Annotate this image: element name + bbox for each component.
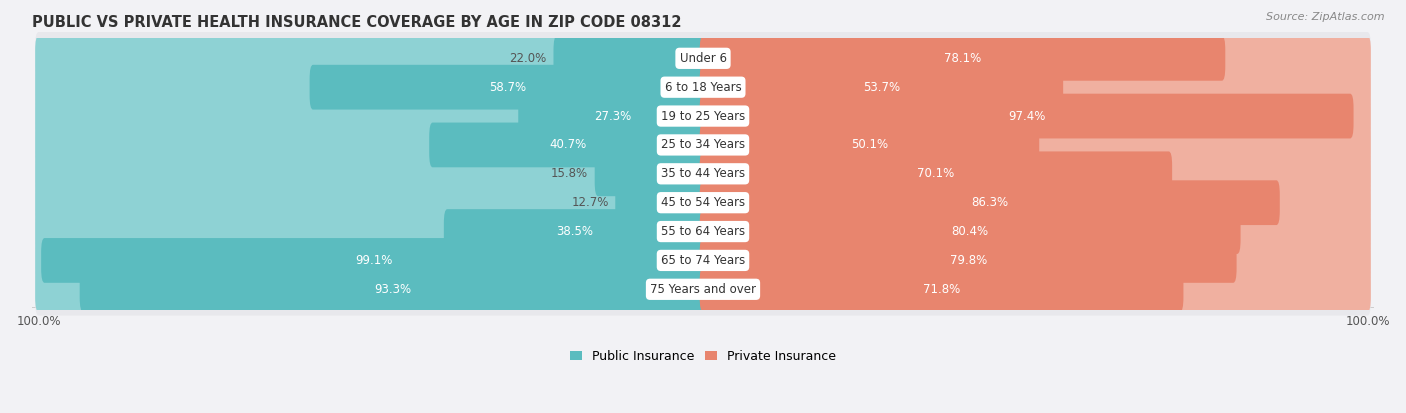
FancyBboxPatch shape — [700, 209, 1240, 254]
Text: 55 to 64 Years: 55 to 64 Years — [661, 225, 745, 238]
Text: 70.1%: 70.1% — [917, 167, 955, 180]
Text: 50.1%: 50.1% — [851, 138, 889, 152]
Text: 19 to 25 Years: 19 to 25 Years — [661, 109, 745, 123]
Text: 38.5%: 38.5% — [557, 225, 593, 238]
Text: 65 to 74 Years: 65 to 74 Years — [661, 254, 745, 267]
Text: 27.3%: 27.3% — [593, 109, 631, 123]
Text: 40.7%: 40.7% — [550, 138, 586, 152]
FancyBboxPatch shape — [700, 36, 1371, 81]
Text: 80.4%: 80.4% — [952, 225, 988, 238]
FancyBboxPatch shape — [700, 152, 1173, 196]
Text: 75 Years and over: 75 Years and over — [650, 283, 756, 296]
FancyBboxPatch shape — [35, 263, 1371, 316]
Text: 35 to 44 Years: 35 to 44 Years — [661, 167, 745, 180]
Text: 22.0%: 22.0% — [509, 52, 547, 65]
FancyBboxPatch shape — [700, 180, 1371, 225]
FancyBboxPatch shape — [700, 152, 1371, 196]
FancyBboxPatch shape — [700, 209, 1371, 254]
FancyBboxPatch shape — [35, 90, 1371, 142]
Text: Under 6: Under 6 — [679, 52, 727, 65]
FancyBboxPatch shape — [35, 147, 1371, 200]
Text: 99.1%: 99.1% — [356, 254, 392, 267]
Text: 86.3%: 86.3% — [972, 196, 1008, 209]
Text: 78.1%: 78.1% — [943, 52, 981, 65]
FancyBboxPatch shape — [700, 123, 1371, 167]
Text: 53.7%: 53.7% — [863, 81, 900, 94]
FancyBboxPatch shape — [554, 36, 706, 81]
FancyBboxPatch shape — [35, 180, 706, 225]
FancyBboxPatch shape — [35, 152, 706, 196]
FancyBboxPatch shape — [444, 209, 706, 254]
Text: 6 to 18 Years: 6 to 18 Years — [665, 81, 741, 94]
FancyBboxPatch shape — [35, 209, 706, 254]
FancyBboxPatch shape — [519, 94, 706, 138]
Text: 58.7%: 58.7% — [489, 81, 526, 94]
FancyBboxPatch shape — [35, 36, 706, 81]
FancyBboxPatch shape — [700, 267, 1184, 312]
Text: 97.4%: 97.4% — [1008, 109, 1045, 123]
FancyBboxPatch shape — [700, 65, 1371, 109]
FancyBboxPatch shape — [700, 123, 1039, 167]
FancyBboxPatch shape — [429, 123, 706, 167]
Text: 45 to 54 Years: 45 to 54 Years — [661, 196, 745, 209]
FancyBboxPatch shape — [35, 267, 706, 312]
FancyBboxPatch shape — [595, 152, 706, 196]
Text: 12.7%: 12.7% — [571, 196, 609, 209]
Text: Source: ZipAtlas.com: Source: ZipAtlas.com — [1267, 12, 1385, 22]
FancyBboxPatch shape — [35, 32, 1371, 85]
FancyBboxPatch shape — [700, 267, 1371, 312]
FancyBboxPatch shape — [80, 267, 706, 312]
FancyBboxPatch shape — [35, 123, 706, 167]
FancyBboxPatch shape — [35, 65, 706, 109]
FancyBboxPatch shape — [35, 61, 1371, 114]
FancyBboxPatch shape — [35, 234, 1371, 287]
FancyBboxPatch shape — [35, 176, 1371, 229]
FancyBboxPatch shape — [700, 94, 1354, 138]
FancyBboxPatch shape — [616, 180, 706, 225]
FancyBboxPatch shape — [700, 180, 1279, 225]
Legend: Public Insurance, Private Insurance: Public Insurance, Private Insurance — [569, 350, 837, 363]
FancyBboxPatch shape — [35, 205, 1371, 258]
FancyBboxPatch shape — [35, 119, 1371, 171]
FancyBboxPatch shape — [700, 238, 1371, 283]
Text: 71.8%: 71.8% — [922, 283, 960, 296]
Text: 15.8%: 15.8% — [551, 167, 588, 180]
FancyBboxPatch shape — [35, 238, 706, 283]
FancyBboxPatch shape — [700, 65, 1063, 109]
FancyBboxPatch shape — [700, 36, 1225, 81]
Text: 25 to 34 Years: 25 to 34 Years — [661, 138, 745, 152]
FancyBboxPatch shape — [700, 238, 1237, 283]
Text: 79.8%: 79.8% — [949, 254, 987, 267]
FancyBboxPatch shape — [700, 94, 1371, 138]
FancyBboxPatch shape — [309, 65, 706, 109]
Text: PUBLIC VS PRIVATE HEALTH INSURANCE COVERAGE BY AGE IN ZIP CODE 08312: PUBLIC VS PRIVATE HEALTH INSURANCE COVER… — [32, 15, 682, 30]
FancyBboxPatch shape — [41, 238, 706, 283]
FancyBboxPatch shape — [35, 94, 706, 138]
Text: 93.3%: 93.3% — [374, 283, 412, 296]
